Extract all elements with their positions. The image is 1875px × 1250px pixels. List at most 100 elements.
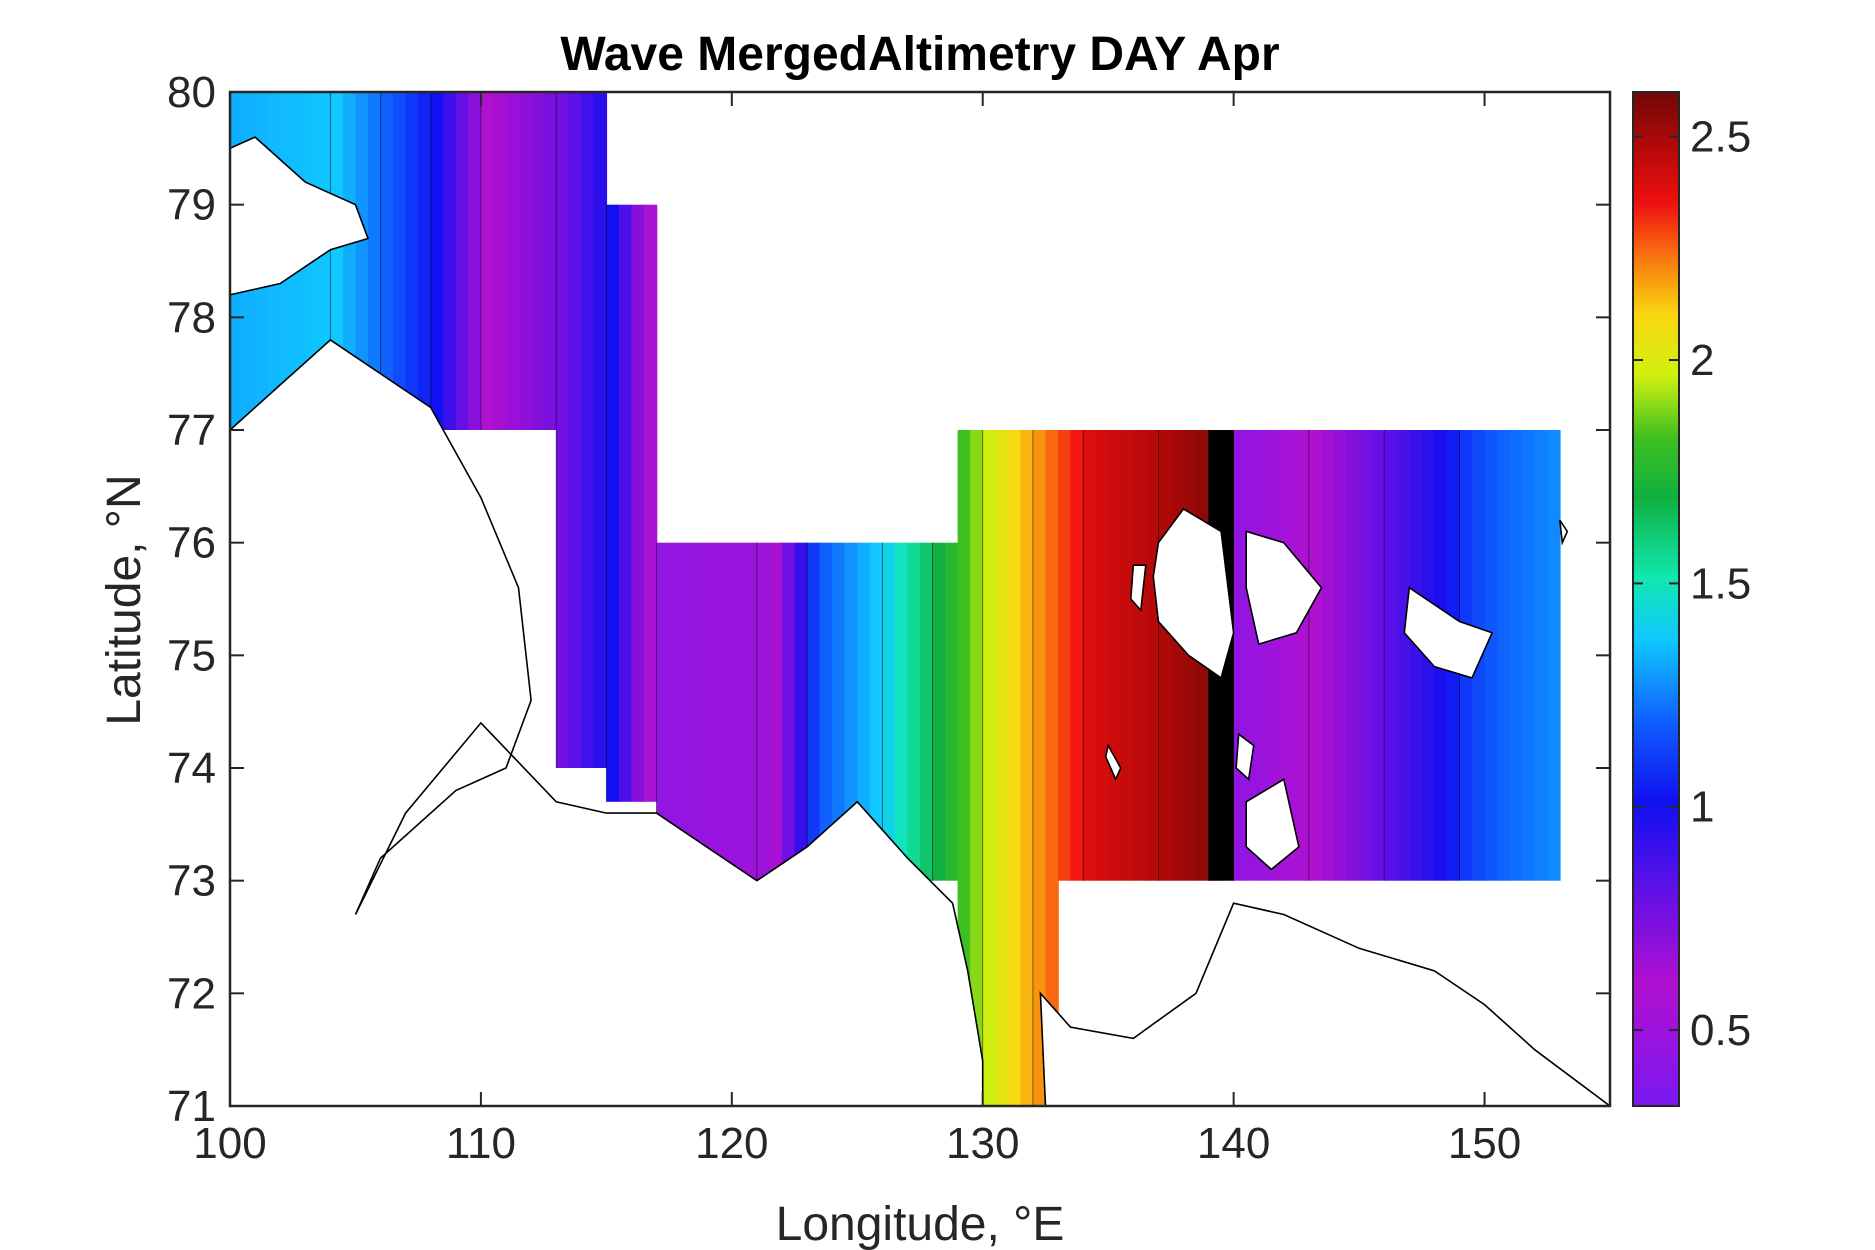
y-tick-label: 76 [167, 519, 216, 568]
y-axis-ticks: 71 72 73 74 75 76 77 78 79 80 [167, 68, 1610, 1131]
field-cell [1384, 430, 1398, 881]
field-cell [581, 92, 595, 768]
y-tick-label: 72 [167, 969, 216, 1018]
field-cell [681, 542, 695, 881]
field-cell [468, 92, 482, 430]
field-cell [342, 92, 357, 430]
colorbar-tick-label: 2 [1690, 336, 1714, 385]
field-cell [894, 542, 909, 881]
y-tick-label: 74 [167, 744, 216, 793]
y-tick-label: 71 [167, 1082, 216, 1131]
land-polygon [1129, 564, 1147, 613]
field-cell [393, 92, 407, 430]
field-cell [606, 204, 620, 802]
field-cell [480, 92, 495, 430]
field-cell [1522, 430, 1536, 881]
field-cell [1334, 430, 1348, 881]
field-cell [1509, 430, 1523, 881]
field-cell [932, 542, 946, 881]
y-tick-label: 78 [167, 293, 216, 342]
field-cell [769, 542, 783, 881]
field-cell [694, 542, 708, 881]
y-tick-label: 77 [167, 406, 216, 455]
field-cell [982, 430, 996, 1106]
field-cell [1133, 430, 1147, 881]
field-cell [669, 542, 683, 881]
field-cell [568, 92, 582, 768]
field-cell [1359, 430, 1373, 881]
field-cell [1534, 430, 1548, 881]
field-cell [832, 542, 846, 881]
field-cell [1158, 430, 1172, 881]
field-cell [719, 542, 733, 881]
field-cell [618, 204, 633, 802]
colorbar-tick-label: 1 [1690, 783, 1714, 832]
field-cell [1233, 430, 1247, 881]
field-cell [506, 92, 520, 430]
land-polygon [1235, 732, 1255, 781]
field-cell [518, 92, 532, 430]
field-cell [644, 204, 658, 802]
colorbar-tick-label: 2.5 [1690, 113, 1751, 162]
y-tick-label: 75 [167, 631, 216, 680]
field-cell [405, 92, 419, 430]
field-cell [744, 542, 758, 881]
x-tick-label: 150 [1448, 1119, 1521, 1168]
field-cell [1308, 430, 1323, 881]
field-cell [756, 542, 771, 881]
field-cell [430, 92, 444, 430]
x-axis-label: Longitude, °E [776, 1198, 1065, 1250]
field-cell [1170, 430, 1185, 881]
field-cell [355, 92, 369, 430]
field-cell [1547, 430, 1561, 881]
wave-height-field [230, 92, 1561, 1106]
field-cell [455, 92, 470, 430]
field-cell [1145, 430, 1160, 881]
field-cell [794, 542, 808, 881]
land-polygon [230, 136, 370, 296]
field-cell [443, 92, 457, 430]
field-cell [556, 92, 570, 768]
field-cell [1321, 430, 1335, 881]
land-polygon [1245, 530, 1323, 646]
x-tick-label: 100 [193, 1119, 266, 1168]
field-cell [807, 542, 821, 881]
field-cell [380, 92, 394, 430]
x-tick-label: 120 [695, 1119, 768, 1168]
field-cell [1020, 430, 1034, 1106]
field-cell [1409, 430, 1423, 881]
field-cell [920, 542, 934, 881]
field-cell [543, 92, 557, 430]
y-tick-label: 73 [167, 857, 216, 906]
field-cell [1095, 430, 1109, 881]
land-polygon [230, 338, 984, 1106]
field-cell [1058, 430, 1072, 881]
x-tick-label: 140 [1197, 1119, 1270, 1168]
field-cell [857, 542, 871, 881]
x-tick-label: 110 [446, 1119, 516, 1168]
colorbar [1632, 91, 1680, 1107]
field-cell [1497, 430, 1511, 881]
land-polygon [1559, 519, 1569, 546]
field-cell [995, 430, 1009, 1106]
plot-frame [228, 90, 1612, 1108]
land-masses [230, 136, 1610, 1106]
field-cell [1032, 430, 1047, 1106]
field-cell [1371, 430, 1385, 881]
x-tick-label: 130 [946, 1119, 1019, 1168]
colorbar-tick-label: 1.5 [1690, 559, 1751, 608]
land-polygon [1152, 507, 1235, 680]
field-cell [970, 430, 984, 1106]
field-cell [1346, 430, 1360, 881]
land-polygon [1403, 586, 1494, 679]
field-cell [782, 542, 796, 881]
land-polygon [1039, 902, 1610, 1106]
y-tick-label: 80 [167, 68, 216, 117]
field-cell [368, 92, 382, 430]
field-cell [631, 204, 645, 802]
field-cell [1007, 430, 1022, 1106]
field-cell [1045, 430, 1059, 1106]
field-cell [1120, 430, 1134, 881]
field-cell [1108, 430, 1122, 881]
